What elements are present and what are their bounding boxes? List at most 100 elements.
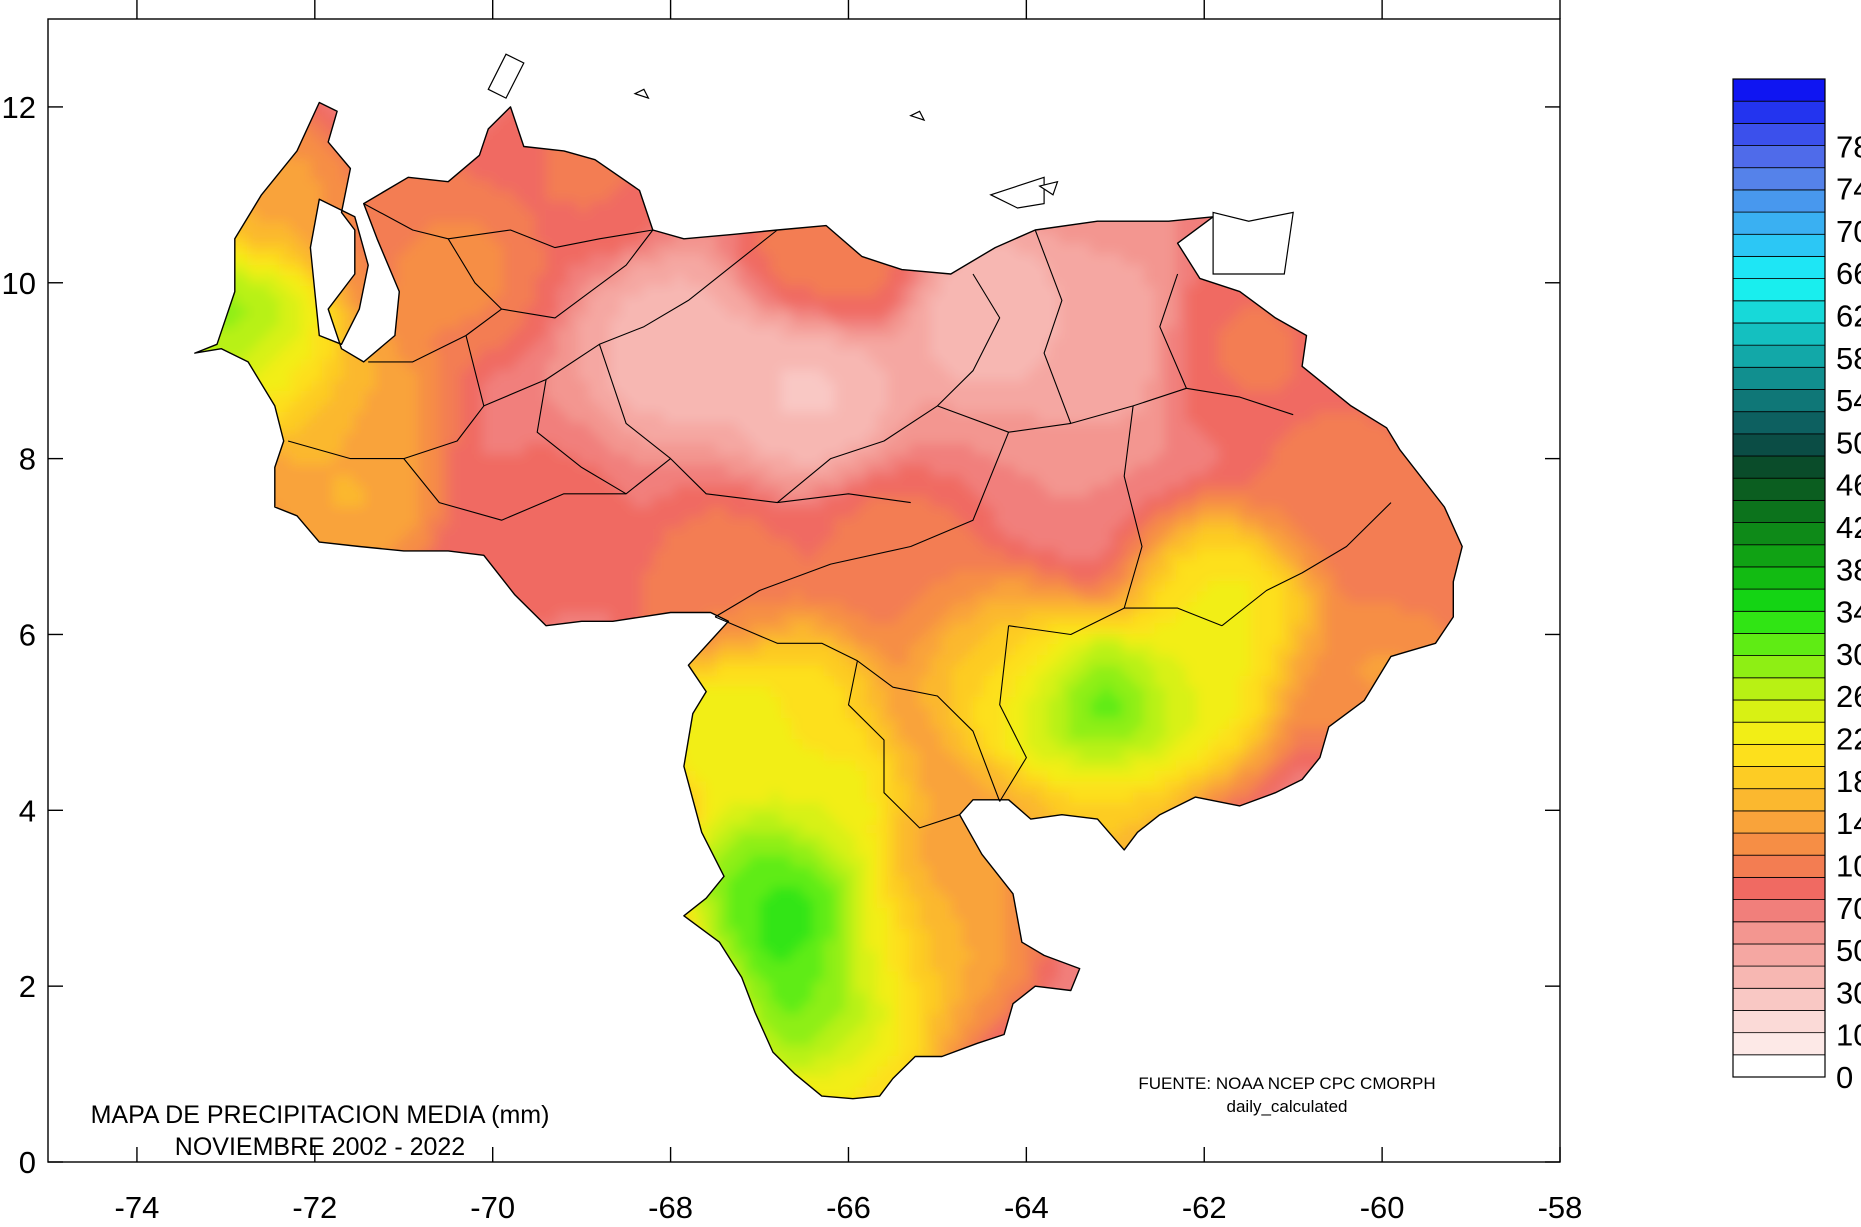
field-cell <box>247 727 259 740</box>
field-cell <box>418 791 430 803</box>
field-cell <box>236 390 249 402</box>
field-cell <box>610 643 622 655</box>
field-cell <box>610 337 622 349</box>
field-cell <box>706 917 718 930</box>
field-cell <box>652 907 665 919</box>
field-cell <box>524 442 537 455</box>
field-cell <box>567 527 580 539</box>
field-cell <box>300 1065 313 1077</box>
field-cell <box>396 1023 409 1035</box>
field-cell <box>396 854 409 866</box>
field-cell <box>204 126 217 138</box>
field-cell <box>610 147 622 159</box>
field-cell <box>695 938 708 951</box>
field-cell <box>450 1023 462 1035</box>
field-cell <box>418 1044 430 1056</box>
field-cell <box>514 358 526 370</box>
field-cell <box>396 411 409 423</box>
field-cell <box>546 970 558 982</box>
field-cell <box>503 210 516 223</box>
field-cell <box>279 1012 291 1025</box>
field-cell <box>631 759 644 771</box>
field-cell <box>503 875 516 887</box>
field-cell <box>354 368 366 381</box>
field-cell <box>268 284 281 297</box>
field-cell <box>460 938 473 951</box>
field-cell <box>610 105 622 117</box>
field-cell <box>343 358 355 370</box>
field-cell <box>396 780 409 792</box>
field-cell <box>386 147 398 159</box>
field-cell <box>247 548 259 560</box>
field-cell <box>418 569 430 581</box>
field-cell <box>279 928 291 940</box>
field-cell <box>482 727 494 740</box>
field-cell <box>418 368 430 381</box>
field-cell <box>567 622 580 634</box>
field-cell <box>642 1033 654 1046</box>
field-cell <box>706 949 718 961</box>
field-cell <box>257 157 270 170</box>
field-cell <box>652 390 665 402</box>
field-cell <box>225 442 238 455</box>
field-cell <box>652 812 665 824</box>
field-cell <box>343 970 355 982</box>
field-cell <box>460 717 473 729</box>
field-cell <box>247 463 259 476</box>
field-cell <box>354 284 366 297</box>
field-cell <box>674 643 686 655</box>
field-cell <box>386 368 398 381</box>
field-cell <box>194 168 195 181</box>
field-cell <box>450 896 462 909</box>
field-cell <box>173 728 185 740</box>
field-cell <box>321 780 334 792</box>
field-cell <box>204 242 217 254</box>
field-cell <box>471 1002 484 1014</box>
field-cell <box>492 411 505 423</box>
field-cell <box>460 601 473 613</box>
field-cell <box>450 411 462 423</box>
field-cell <box>194 875 195 887</box>
field-cell <box>695 959 708 972</box>
field-cell <box>311 136 323 149</box>
field-cell <box>247 305 259 318</box>
field-cell <box>215 295 227 307</box>
field-cell <box>567 474 580 486</box>
field-cell <box>364 516 377 529</box>
field-cell <box>610 864 622 877</box>
field-cell <box>610 210 622 223</box>
field-cell <box>514 738 526 750</box>
field-cell <box>567 696 580 708</box>
field-cell <box>620 337 633 349</box>
field-cell <box>194 1075 206 1088</box>
field-cell <box>535 252 548 265</box>
field-cell <box>173 95 185 107</box>
field-cell <box>482 200 494 212</box>
field-cell <box>279 801 291 814</box>
field-cell <box>418 854 430 866</box>
field-cell <box>663 1012 676 1025</box>
field-cell <box>247 780 259 792</box>
field-cell <box>407 896 419 909</box>
field-cell <box>546 1054 558 1067</box>
field-cell <box>631 643 644 655</box>
field-cell <box>482 548 494 560</box>
field-cell <box>620 189 633 202</box>
field-cell <box>215 432 227 444</box>
field-cell <box>610 453 622 465</box>
field-cell <box>418 558 430 571</box>
field-cell <box>396 474 409 486</box>
field-cell <box>407 421 419 434</box>
field-cell <box>450 1054 462 1067</box>
field-cell <box>289 706 302 719</box>
field-cell <box>418 706 430 719</box>
field-cell <box>354 221 366 233</box>
field-cell <box>364 1075 377 1088</box>
field-cell <box>375 780 387 792</box>
field-cell <box>279 147 291 159</box>
field-cell <box>204 674 217 687</box>
field-cell <box>460 991 473 1003</box>
field-cell <box>546 864 558 877</box>
field-cell <box>375 717 387 729</box>
field-cell <box>332 189 345 202</box>
